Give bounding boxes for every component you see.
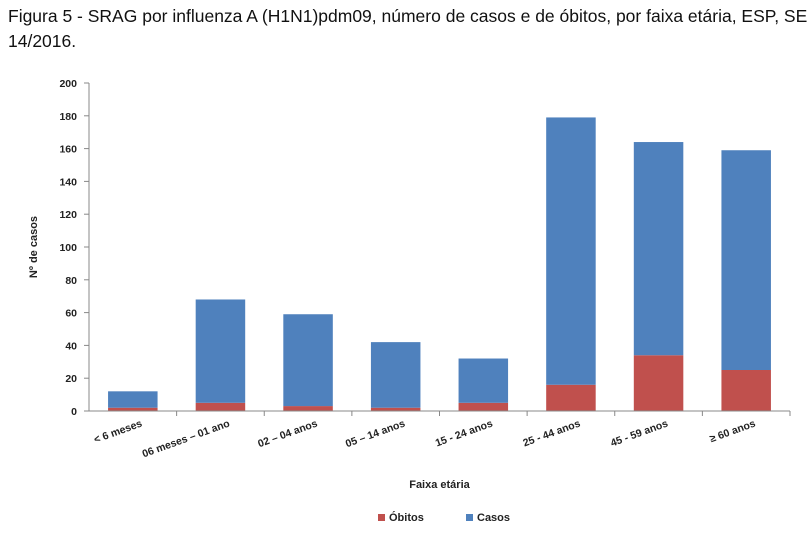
legend: Óbitos Casos (378, 511, 510, 524)
x-tick-label: 15 - 24 anos (434, 417, 495, 449)
y-tick-label: 140 (59, 176, 77, 188)
x-tick-label: ≥ 60 anos (708, 417, 757, 445)
bar-casos (633, 142, 684, 356)
bar-casos (546, 117, 596, 385)
bar-obitos (108, 407, 158, 411)
y-tick-label: 60 (65, 308, 77, 320)
bar-obitos (283, 406, 333, 411)
bar-obitos (546, 384, 596, 411)
y-tick-label: 0 (71, 406, 77, 418)
x-tick-label: 05 – 14 anos (344, 417, 407, 450)
y-tick-label: 180 (59, 111, 77, 123)
x-tick-label: < 6 meses (92, 417, 144, 446)
bar-casos (283, 314, 333, 407)
bar-obitos (195, 402, 246, 411)
y-tick-label: 200 (59, 78, 77, 90)
bar-obitos (370, 407, 421, 411)
bar-casos (370, 342, 421, 408)
legend-label-obitos: Óbitos (389, 511, 424, 524)
bar-obitos (721, 370, 771, 411)
bar-obitos (458, 402, 509, 411)
bar-casos (721, 150, 771, 370)
y-tick-label: 120 (59, 209, 77, 221)
bar-obitos (633, 355, 684, 411)
legend-label-casos: Casos (477, 512, 510, 524)
y-axis-title: Nº de casos (28, 216, 40, 278)
y-tick-label: 100 (59, 242, 77, 254)
y-tick-label: 20 (65, 373, 77, 385)
y-axis: 0 20 40 60 80 100 120 140 160 180 200 (59, 78, 90, 418)
x-tick-label: 25 - 44 anos (521, 417, 582, 449)
bar-casos (108, 391, 158, 408)
x-tick-label: 45 - 59 anos (609, 417, 670, 449)
legend-swatch-casos (466, 514, 473, 521)
bar-casos (195, 299, 246, 403)
figure-title: Figura 5 - SRAG por influenza A (H1N1)pd… (8, 6, 808, 51)
bar-casos (458, 358, 509, 403)
legend-swatch-obitos (378, 514, 385, 521)
x-axis-title: Faixa etária (409, 479, 470, 491)
x-tick-label: 06 meses – 01 ano (141, 418, 232, 461)
bars (108, 117, 771, 411)
x-tick-label: 02 – 04 anos (256, 417, 319, 450)
y-tick-label: 40 (65, 340, 77, 352)
y-tick-label: 160 (59, 144, 77, 156)
y-tick-label: 80 (65, 275, 77, 287)
